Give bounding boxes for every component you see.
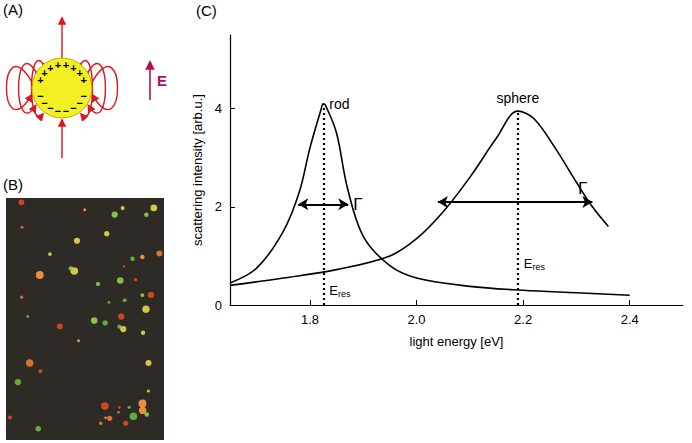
svg-text:−: − bbox=[55, 105, 61, 117]
svg-text:+: + bbox=[80, 74, 86, 86]
svg-text:E: E bbox=[524, 256, 533, 271]
svg-text:2: 2 bbox=[215, 199, 222, 214]
svg-text:(A): (A) bbox=[3, 1, 23, 18]
svg-text:res: res bbox=[532, 262, 545, 272]
svg-text:E: E bbox=[157, 72, 167, 89]
svg-text:2.2: 2.2 bbox=[514, 312, 532, 327]
svg-text:rod: rod bbox=[329, 96, 349, 112]
svg-text:+: + bbox=[47, 62, 53, 74]
svg-text:(B): (B) bbox=[3, 176, 23, 193]
svg-text:0: 0 bbox=[215, 298, 222, 313]
svg-text:sphere: sphere bbox=[496, 90, 539, 106]
svg-text:1.8: 1.8 bbox=[301, 312, 319, 327]
svg-text:+: + bbox=[63, 59, 69, 71]
svg-text:light energy [eV]: light energy [eV] bbox=[410, 334, 504, 349]
html-text:(C): (C) bbox=[196, 2, 217, 19]
svg-text:−: − bbox=[80, 90, 86, 102]
svg-text:res: res bbox=[338, 289, 351, 299]
svg-text:2.0: 2.0 bbox=[407, 312, 425, 327]
svg-text:−: − bbox=[47, 102, 53, 114]
svg-text:E: E bbox=[329, 283, 338, 298]
svg-text:Γ: Γ bbox=[578, 179, 587, 198]
svg-text:+: + bbox=[55, 59, 61, 71]
svg-text:2.4: 2.4 bbox=[621, 312, 639, 327]
svg-text:4: 4 bbox=[215, 101, 222, 116]
svg-text:Γ: Γ bbox=[353, 195, 362, 214]
svg-text:scattering intensity [arb.u.]: scattering intensity [arb.u.] bbox=[190, 94, 205, 246]
svg-text:−: − bbox=[63, 105, 69, 117]
